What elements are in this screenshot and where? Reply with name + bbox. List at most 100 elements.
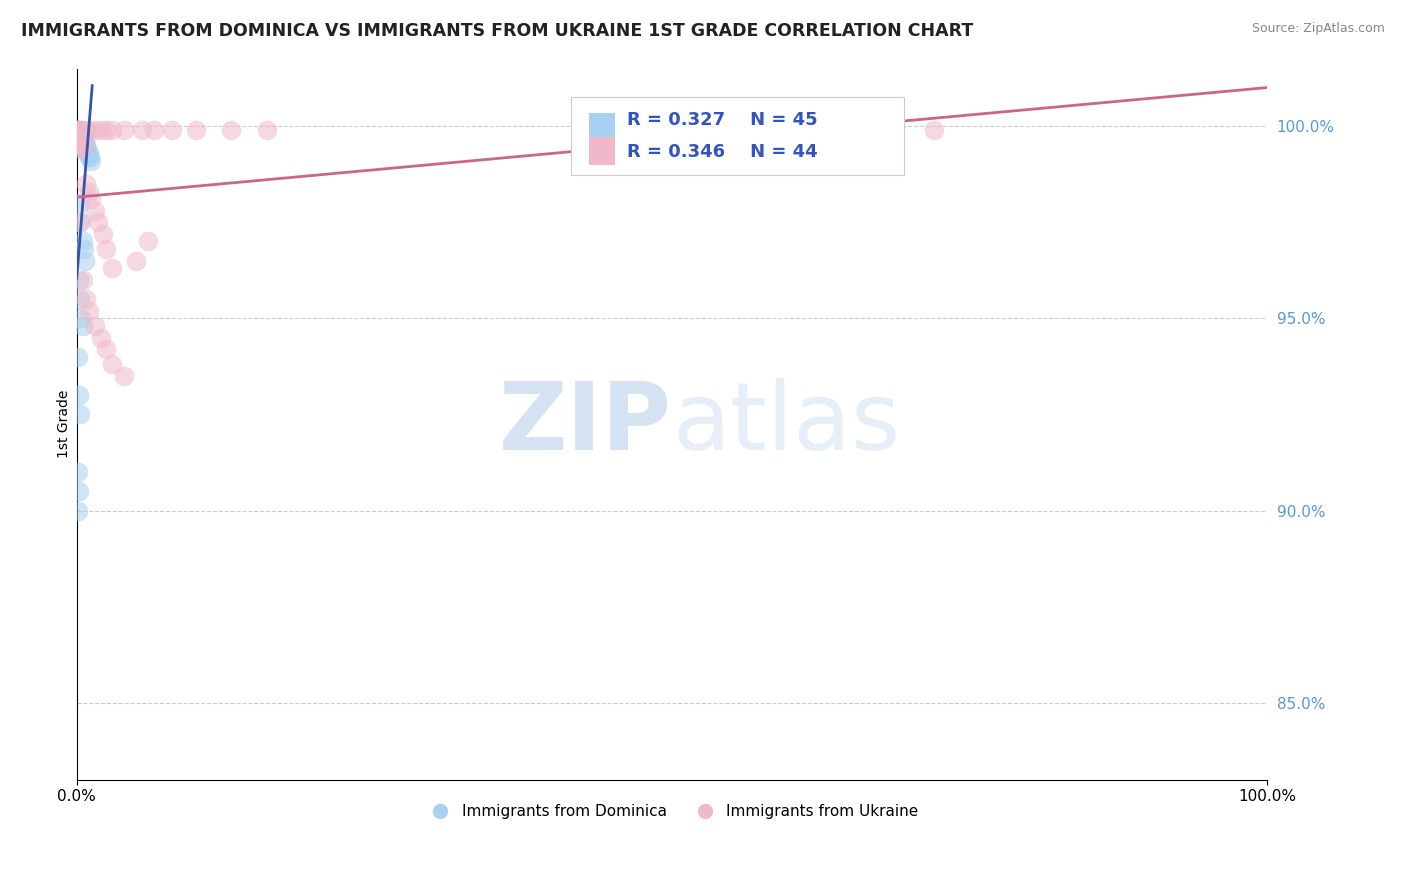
Point — [922, 123, 945, 137]
Point — [101, 358, 124, 372]
Point — [76, 146, 98, 161]
Point — [83, 203, 105, 218]
Text: R = 0.327    N = 45: R = 0.327 N = 45 — [627, 112, 817, 129]
Point — [66, 127, 89, 141]
Point — [75, 142, 97, 156]
Point — [66, 123, 89, 137]
Point — [72, 135, 94, 149]
Point — [72, 273, 94, 287]
FancyBboxPatch shape — [571, 97, 904, 175]
Point — [69, 135, 91, 149]
Point — [256, 123, 278, 137]
Point — [72, 319, 94, 334]
Point — [83, 123, 105, 137]
Point — [112, 369, 135, 384]
Point — [70, 130, 93, 145]
Point — [72, 138, 94, 153]
Point — [73, 138, 96, 153]
Point — [80, 192, 103, 206]
Text: IMMIGRANTS FROM DOMINICA VS IMMIGRANTS FROM UKRAINE 1ST GRADE CORRELATION CHART: IMMIGRANTS FROM DOMINICA VS IMMIGRANTS F… — [21, 22, 973, 40]
Point — [90, 123, 112, 137]
Point — [67, 123, 90, 137]
Text: Source: ZipAtlas.com: Source: ZipAtlas.com — [1251, 22, 1385, 36]
Point — [70, 142, 93, 156]
Point — [67, 484, 90, 499]
Point — [136, 235, 159, 249]
Point — [73, 242, 96, 256]
Point — [77, 150, 100, 164]
Point — [72, 138, 94, 153]
Point — [67, 123, 90, 137]
Point — [67, 130, 90, 145]
Point — [69, 130, 91, 145]
Point — [70, 138, 93, 153]
Point — [77, 146, 100, 161]
Point — [67, 130, 90, 145]
Text: R = 0.346    N = 44: R = 0.346 N = 44 — [627, 144, 817, 161]
Point — [70, 135, 93, 149]
Point — [75, 177, 97, 191]
Point — [72, 235, 94, 249]
Point — [70, 215, 93, 229]
Point — [75, 123, 97, 137]
Point — [67, 215, 90, 229]
Point — [66, 123, 89, 137]
Point — [75, 138, 97, 153]
Point — [101, 123, 124, 137]
Point — [69, 408, 91, 422]
Point — [70, 127, 93, 141]
Point — [70, 123, 93, 137]
Point — [75, 135, 97, 149]
Point — [90, 330, 112, 344]
Point — [69, 196, 91, 211]
Point — [66, 350, 89, 364]
Point — [75, 253, 97, 268]
Point — [101, 261, 124, 276]
Point — [67, 273, 90, 287]
Point — [70, 311, 93, 326]
Point — [67, 388, 90, 402]
Point — [73, 135, 96, 149]
Point — [83, 319, 105, 334]
Point — [221, 123, 243, 137]
Point — [77, 123, 100, 137]
Point — [66, 503, 89, 517]
Text: atlas: atlas — [672, 378, 900, 470]
Point — [143, 123, 166, 137]
Point — [87, 215, 110, 229]
Point — [80, 153, 103, 168]
FancyBboxPatch shape — [589, 112, 614, 140]
Point — [69, 123, 91, 137]
Point — [96, 123, 118, 137]
Point — [112, 123, 135, 137]
Point — [72, 130, 94, 145]
Point — [73, 130, 96, 145]
Point — [69, 127, 91, 141]
Point — [76, 142, 98, 156]
Point — [69, 138, 91, 153]
Point — [70, 135, 93, 149]
Point — [75, 142, 97, 156]
Point — [77, 303, 100, 318]
Point — [125, 253, 148, 268]
Text: ZIP: ZIP — [499, 378, 672, 470]
Point — [66, 465, 89, 479]
Point — [184, 123, 207, 137]
Point — [67, 127, 90, 141]
FancyBboxPatch shape — [589, 137, 614, 164]
Point — [91, 227, 114, 241]
Point — [77, 185, 100, 199]
Point — [66, 127, 89, 141]
Point — [67, 135, 90, 149]
Point — [96, 342, 118, 356]
Point — [75, 292, 97, 306]
Point — [79, 150, 101, 164]
Point — [96, 242, 118, 256]
Y-axis label: 1st Grade: 1st Grade — [58, 390, 72, 458]
Point — [75, 138, 97, 153]
Point — [69, 292, 91, 306]
Legend: Immigrants from Dominica, Immigrants from Ukraine: Immigrants from Dominica, Immigrants fro… — [419, 798, 925, 825]
Point — [160, 123, 183, 137]
Point — [131, 123, 153, 137]
Point — [69, 130, 91, 145]
